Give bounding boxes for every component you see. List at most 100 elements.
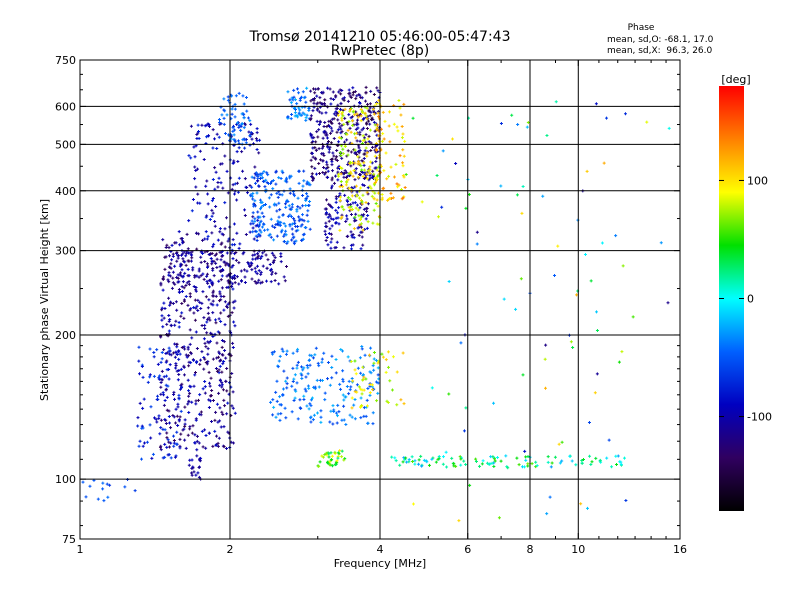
data-point: [167, 246, 171, 250]
data-point: [315, 119, 319, 123]
data-point: [211, 211, 215, 215]
data-point: [352, 227, 356, 231]
data-point: [212, 274, 216, 278]
data-point: [330, 157, 334, 161]
data-point: [392, 122, 396, 126]
data-point: [169, 301, 173, 305]
data-point: [226, 239, 230, 243]
data-point: [272, 259, 276, 263]
data-point: [411, 502, 415, 506]
data-point: [328, 227, 332, 231]
data-point: [174, 364, 178, 368]
data-point: [165, 431, 169, 435]
data-point: [189, 352, 193, 356]
data-point: [193, 275, 197, 279]
data-point: [316, 135, 320, 139]
data-point: [243, 281, 247, 285]
data-point: [585, 169, 589, 173]
data-point: [425, 460, 429, 464]
data-point: [332, 117, 336, 121]
data-point: [171, 252, 175, 256]
data-point: [354, 212, 358, 216]
data-point: [594, 102, 598, 106]
data-point: [622, 456, 626, 460]
data-point: [175, 342, 179, 346]
data-point: [238, 242, 242, 246]
data-point: [475, 230, 479, 234]
data-point: [234, 251, 238, 255]
data-point: [207, 123, 211, 127]
data-point: [288, 98, 292, 102]
data-point: [193, 441, 197, 445]
data-point: [352, 168, 356, 172]
data-point: [457, 519, 461, 523]
data-point: [294, 225, 298, 229]
data-point: [230, 94, 234, 98]
data-point: [155, 420, 159, 424]
data-point: [231, 300, 235, 304]
data-point: [368, 171, 372, 175]
data-point: [153, 416, 157, 420]
data-point: [332, 154, 336, 158]
data-point: [211, 294, 215, 298]
data-point: [422, 458, 426, 462]
data-point: [329, 217, 333, 221]
data-point: [291, 351, 295, 355]
data-point: [553, 273, 557, 277]
data-point: [182, 373, 186, 377]
data-point: [375, 177, 379, 181]
data-point: [357, 214, 361, 218]
data-point: [161, 288, 165, 292]
data-point: [202, 356, 206, 360]
data-point: [231, 287, 235, 291]
data-point: [218, 265, 222, 269]
data-point: [190, 431, 194, 435]
data-point: [371, 107, 375, 111]
data-point: [621, 264, 625, 268]
data-point: [163, 442, 167, 446]
data-point: [340, 89, 344, 93]
data-point: [204, 446, 208, 450]
data-point: [349, 208, 353, 212]
data-point: [141, 375, 145, 379]
data-point: [515, 456, 519, 460]
data-point: [404, 456, 408, 460]
data-point: [177, 320, 181, 324]
data-point: [326, 243, 330, 247]
data-point: [220, 353, 224, 357]
data-point: [389, 165, 393, 169]
data-point: [216, 330, 220, 334]
data-point: [219, 294, 223, 298]
data-point: [329, 126, 333, 130]
data-point: [369, 186, 373, 190]
data-point: [235, 181, 239, 185]
data-point: [385, 177, 389, 181]
data-point: [348, 203, 352, 207]
data-point: [358, 149, 362, 153]
data-point: [286, 115, 290, 119]
data-point: [348, 94, 352, 98]
data-point: [336, 118, 340, 122]
data-point: [218, 227, 222, 231]
data-point: [325, 125, 329, 129]
data-point: [574, 463, 578, 467]
data-point: [440, 205, 444, 209]
data-point: [167, 273, 171, 277]
data-point: [388, 197, 392, 201]
data-point: [177, 396, 181, 400]
data-point: [163, 455, 167, 459]
data-point: [232, 133, 236, 137]
data-point: [593, 391, 597, 395]
data-point: [454, 464, 458, 468]
data-point: [84, 495, 88, 499]
data-point: [248, 230, 252, 234]
data-point: [215, 369, 219, 373]
data-point: [351, 123, 355, 127]
data-point: [250, 185, 254, 189]
data-point: [293, 98, 297, 102]
data-point: [168, 352, 172, 356]
data-point: [236, 190, 240, 194]
data-point: [365, 117, 369, 121]
data-point: [222, 360, 226, 364]
data-point: [289, 101, 293, 105]
